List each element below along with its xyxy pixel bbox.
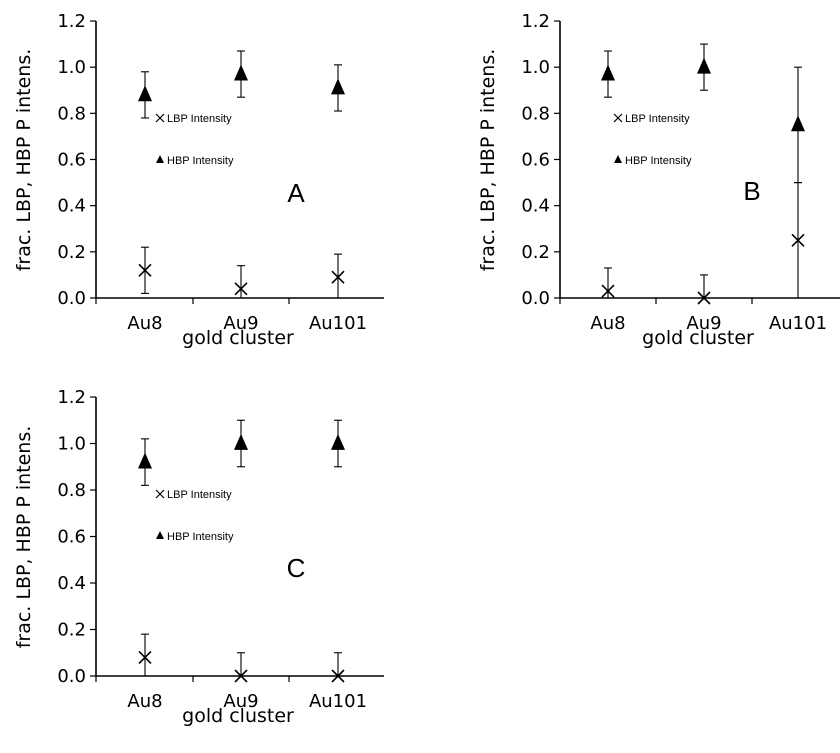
lbp-point-stroke bbox=[331, 270, 345, 284]
legend-lbp-stroke bbox=[613, 113, 623, 123]
hbp-point bbox=[138, 452, 152, 469]
y-tick-label: 0.8 bbox=[57, 480, 86, 501]
x-tick-label: Au8 bbox=[127, 313, 162, 334]
lbp-point-stroke bbox=[331, 669, 345, 683]
legend-lbp-stroke bbox=[155, 489, 165, 499]
y-axis-title: frac. LBP, HBP P intens. bbox=[13, 49, 35, 272]
hbp-point bbox=[331, 78, 345, 95]
lbp-point bbox=[234, 282, 248, 296]
y-tick-label: 0.0 bbox=[57, 666, 86, 687]
panel-label: B bbox=[743, 176, 760, 206]
y-axis-title: frac. LBP, HBP P intens. bbox=[477, 49, 499, 272]
y-tick-label: 1.0 bbox=[57, 57, 86, 78]
y-axis-title: frac. LBP, HBP P intens. bbox=[13, 426, 35, 649]
lbp-point-stroke bbox=[601, 284, 615, 298]
legend: LBP Intensity HBP Intensity bbox=[155, 489, 234, 543]
y-tick-label: 1.0 bbox=[521, 57, 550, 78]
legend-hbp-label: HBP Intensity bbox=[167, 155, 234, 167]
hbp-point bbox=[601, 64, 615, 81]
chart-panel-B: 0.0 0.2 0.4 0.6 0.8 1.0 1.2 Au8 Au9 Au101 gold clu… bbox=[477, 11, 840, 349]
x-tick-label: Au101 bbox=[309, 691, 367, 712]
legend-lbp-marker bbox=[155, 113, 165, 123]
lbp-point bbox=[601, 284, 615, 298]
hbp-point bbox=[138, 85, 152, 102]
y-tick-label: 0.4 bbox=[57, 573, 86, 594]
legend-hbp-label: HBP Intensity bbox=[625, 155, 692, 167]
x-axis-title: gold cluster bbox=[182, 327, 294, 349]
hbp-point bbox=[697, 57, 711, 74]
legend-lbp-marker bbox=[613, 113, 623, 123]
lbp-point-stroke bbox=[234, 282, 248, 296]
legend-lbp-label: LBP Intensity bbox=[167, 113, 232, 125]
x-axis-title: gold cluster bbox=[182, 705, 294, 727]
legend-lbp-label: LBP Intensity bbox=[625, 113, 690, 125]
y-tick-label: 1.2 bbox=[521, 11, 550, 32]
x-tick-label: Au9 bbox=[223, 313, 258, 334]
legend-lbp-label: LBP Intensity bbox=[167, 489, 232, 501]
x-tick-label: Au8 bbox=[590, 313, 625, 334]
y-tick-label: 0.0 bbox=[521, 288, 550, 309]
y-tick-label: 0.8 bbox=[57, 103, 86, 124]
y-tick-label: 1.2 bbox=[57, 11, 86, 32]
legend-lbp-marker bbox=[155, 489, 165, 499]
lbp-point-stroke bbox=[138, 263, 152, 277]
y-tick-label: 0.6 bbox=[57, 150, 86, 171]
lbp-point-stroke bbox=[697, 291, 711, 305]
y-tick-label: 1.2 bbox=[57, 387, 86, 408]
y-tick-label: 0.6 bbox=[521, 150, 550, 171]
y-tick-label: 0.6 bbox=[57, 527, 86, 548]
lbp-point bbox=[138, 650, 152, 664]
legend: LBP Intensity HBP Intensity bbox=[155, 113, 234, 167]
legend: LBP Intensity HBP Intensity bbox=[613, 113, 692, 167]
legend-hbp-marker bbox=[614, 155, 622, 163]
lbp-point-stroke bbox=[234, 669, 248, 683]
panel-label: A bbox=[287, 178, 305, 208]
panel-label: C bbox=[287, 553, 306, 583]
x-tick-label: Au9 bbox=[223, 691, 258, 712]
x-tick-label: Au9 bbox=[686, 313, 721, 334]
y-tick-label: 1.0 bbox=[57, 434, 86, 455]
hbp-point bbox=[234, 433, 248, 450]
legend-lbp-stroke bbox=[155, 113, 165, 123]
x-tick-label: Au101 bbox=[769, 313, 827, 334]
y-tick-label: 0.4 bbox=[57, 196, 86, 217]
chart-panel-A: 0.0 0.2 0.4 0.6 0.8 1.0 1.2 Au8 Au9 Au101 gold clu… bbox=[13, 11, 384, 349]
lbp-point-stroke bbox=[791, 233, 805, 247]
lbp-point bbox=[697, 291, 711, 305]
lbp-point bbox=[791, 233, 805, 247]
x-axis-title: gold cluster bbox=[642, 327, 754, 349]
legend-hbp-marker bbox=[156, 155, 164, 163]
y-tick-label: 0.8 bbox=[521, 103, 550, 124]
y-tick-label: 0.2 bbox=[57, 620, 86, 641]
y-tick-label: 0.4 bbox=[521, 196, 550, 217]
lbp-point bbox=[331, 270, 345, 284]
hbp-point bbox=[331, 433, 345, 450]
hbp-point bbox=[791, 115, 805, 132]
legend-hbp-label: HBP Intensity bbox=[167, 531, 234, 543]
legend-hbp-marker bbox=[156, 531, 164, 539]
lbp-point bbox=[234, 669, 248, 683]
lbp-point bbox=[331, 669, 345, 683]
y-tick-label: 0.0 bbox=[57, 288, 86, 309]
y-tick-label: 0.2 bbox=[521, 242, 550, 263]
y-tick-label: 0.2 bbox=[57, 242, 86, 263]
chart-panel-C: 0.0 0.2 0.4 0.6 0.8 1.0 1.2 Au8 Au9 Au101 gold clu… bbox=[13, 387, 384, 727]
lbp-point bbox=[138, 263, 152, 277]
x-tick-label: Au101 bbox=[309, 313, 367, 334]
x-tick-label: Au8 bbox=[127, 691, 162, 712]
hbp-point bbox=[234, 64, 248, 81]
lbp-point-stroke bbox=[138, 650, 152, 664]
